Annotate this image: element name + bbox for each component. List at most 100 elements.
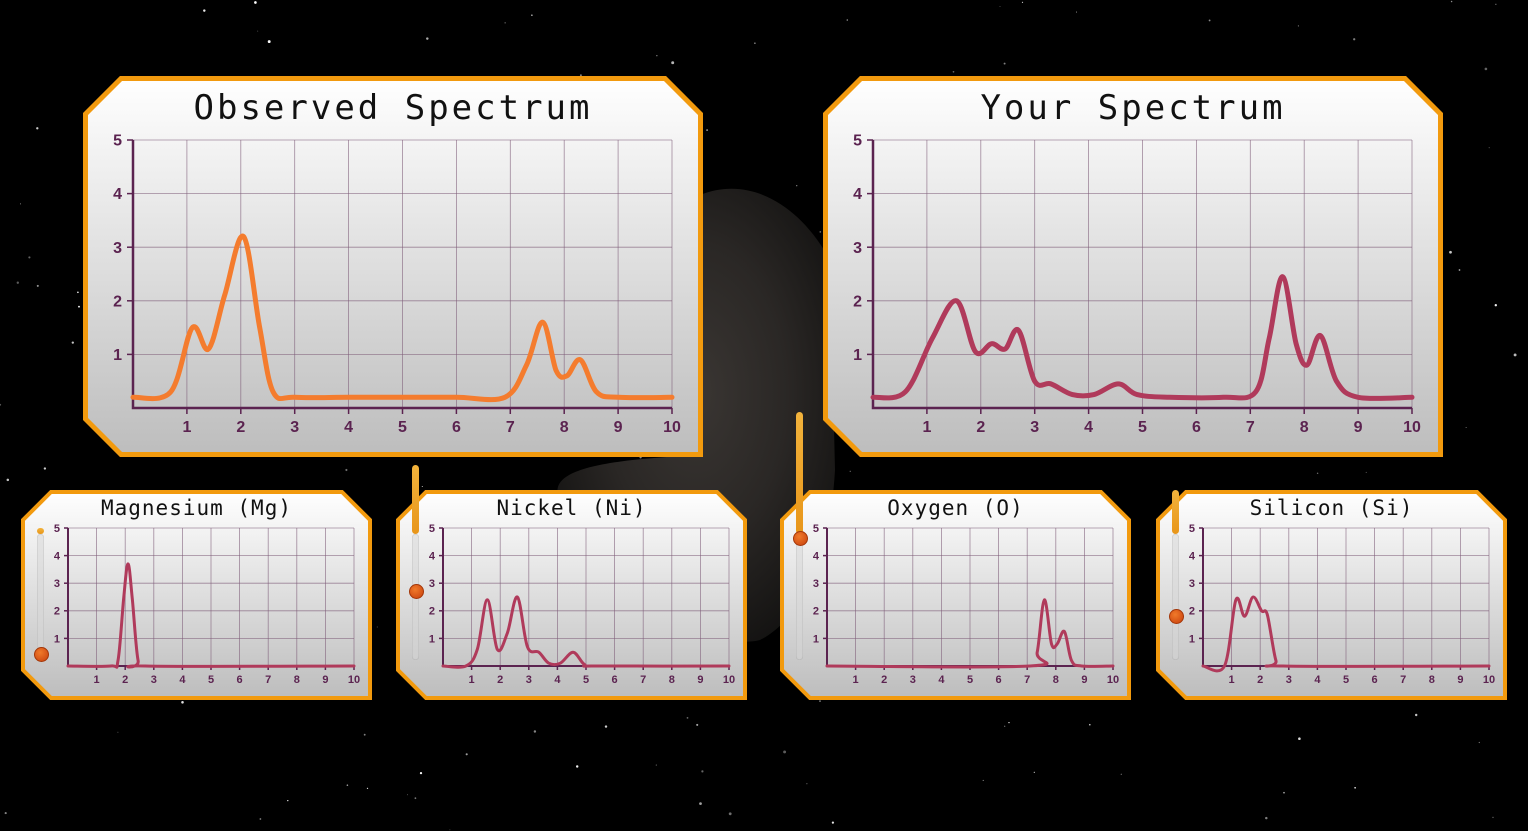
slider-track[interactable] [1172, 534, 1179, 660]
star [1458, 269, 1461, 271]
slider-fill [412, 464, 419, 534]
star [36, 127, 39, 130]
slider-knob[interactable] [793, 530, 808, 546]
star [78, 305, 80, 308]
chart-axes [871, 140, 1412, 410]
star [504, 22, 506, 24]
star [1465, 427, 1467, 428]
oxygen-spectrum-chart: 1 2 3 4 5 6 7 8 9 10 1 2 3 4 5 [813, 523, 1119, 686]
y-tick-label: 5 [813, 523, 819, 535]
x-tick-label: 2 [122, 674, 128, 686]
x-tick-label: 6 [1372, 674, 1378, 686]
x-tick-label: 7 [1246, 419, 1255, 436]
x-tick-label: 3 [290, 419, 299, 436]
star [575, 765, 579, 768]
star [1075, 11, 1078, 13]
slider-knob[interactable] [34, 646, 49, 662]
star [203, 9, 206, 12]
x-tick-label: 8 [669, 674, 675, 686]
chart-grid [1202, 527, 1490, 667]
star [1449, 250, 1452, 254]
star [952, 70, 955, 73]
star [28, 256, 31, 259]
panel-frame [1156, 490, 1507, 700]
panel-frame [21, 490, 372, 700]
star [43, 467, 47, 470]
star [465, 753, 468, 756]
y-tick-label: 4 [853, 186, 862, 203]
x-tick-label: 10 [723, 674, 735, 686]
star [407, 794, 408, 796]
slider-track[interactable] [796, 534, 803, 660]
chart-axes [131, 140, 672, 410]
x-tick-label: 8 [294, 674, 300, 686]
spectrum-line [441, 595, 731, 669]
star [1316, 472, 1319, 475]
slider-track[interactable] [37, 534, 44, 660]
y-tick-label: 3 [1189, 578, 1195, 590]
x-tick-label: 9 [614, 419, 623, 436]
x-tick-label: 3 [1286, 674, 1292, 686]
panel-frame [396, 490, 747, 700]
slider-knob[interactable] [1169, 608, 1184, 624]
observed-spectrum-chart: 1 2 3 4 5 6 7 8 9 10 1 2 3 4 5 [113, 133, 681, 436]
star [1089, 723, 1091, 726]
oxygen-panel: Oxygen (O) 1 2 3 4 5 6 7 8 9 10 1 2 3 4 5 [780, 411, 1131, 700]
star [117, 731, 119, 733]
x-tick-label: 2 [236, 419, 245, 436]
star [1297, 25, 1299, 27]
y-tick-label: 4 [54, 550, 61, 562]
star [531, 14, 533, 16]
x-tick-label: 2 [1257, 674, 1263, 686]
x-tick-label: 10 [348, 674, 360, 686]
y-tick-label: 1 [813, 633, 819, 645]
panel-frame [83, 76, 703, 457]
y-tick-label: 5 [113, 133, 122, 150]
star [579, 74, 582, 77]
star [1033, 771, 1035, 773]
star [1354, 786, 1356, 789]
star [699, 802, 702, 805]
star [982, 779, 984, 781]
star [783, 750, 787, 754]
y-tick-label: 2 [853, 293, 862, 310]
slider-fill [1172, 489, 1179, 534]
x-tick-label: 3 [910, 674, 916, 686]
star [846, 19, 849, 21]
star [655, 764, 657, 766]
panel-title: Your Spectrum [980, 88, 1286, 128]
slider-knob[interactable] [409, 583, 424, 599]
y-tick-label: 2 [813, 606, 819, 618]
y-tick-label: 4 [113, 186, 122, 203]
chart-grid [826, 527, 1114, 667]
star [533, 730, 537, 733]
star [831, 821, 835, 824]
x-tick-label: 6 [452, 419, 461, 436]
y-tick-label: 1 [113, 347, 122, 364]
x-tick-label: 6 [1192, 419, 1201, 436]
y-tick-label: 5 [429, 523, 435, 535]
star [1365, 471, 1367, 473]
star [36, 284, 39, 287]
panel-title: Observed Spectrum [193, 88, 593, 128]
x-tick-label: 8 [560, 419, 569, 436]
x-tick-label: 5 [1138, 419, 1147, 436]
y-tick-label: 1 [429, 633, 435, 645]
silicon-spectrum-chart: 1 2 3 4 5 6 7 8 9 10 1 2 3 4 5 [1189, 523, 1495, 686]
your-spectrum-chart: 1 2 3 4 5 6 7 8 9 10 1 2 3 4 5 [853, 133, 1421, 436]
star [449, 829, 451, 831]
star [71, 341, 74, 344]
panel-title: Nickel (Ni) [496, 496, 647, 520]
x-tick-label: 5 [208, 674, 214, 686]
x-tick-label: 2 [881, 674, 887, 686]
y-tick-label: 3 [813, 578, 819, 590]
nickel-panel: Nickel (Ni) 1 2 3 4 5 6 7 8 9 10 1 2 3 4 5 [396, 464, 747, 700]
x-tick-label: 5 [967, 674, 973, 686]
x-tick-label: 1 [182, 419, 191, 436]
star [19, 203, 22, 205]
star [686, 717, 689, 719]
star [819, 231, 822, 233]
star [419, 772, 423, 775]
x-tick-label: 9 [1081, 674, 1087, 686]
x-tick-label: 7 [1024, 674, 1030, 686]
